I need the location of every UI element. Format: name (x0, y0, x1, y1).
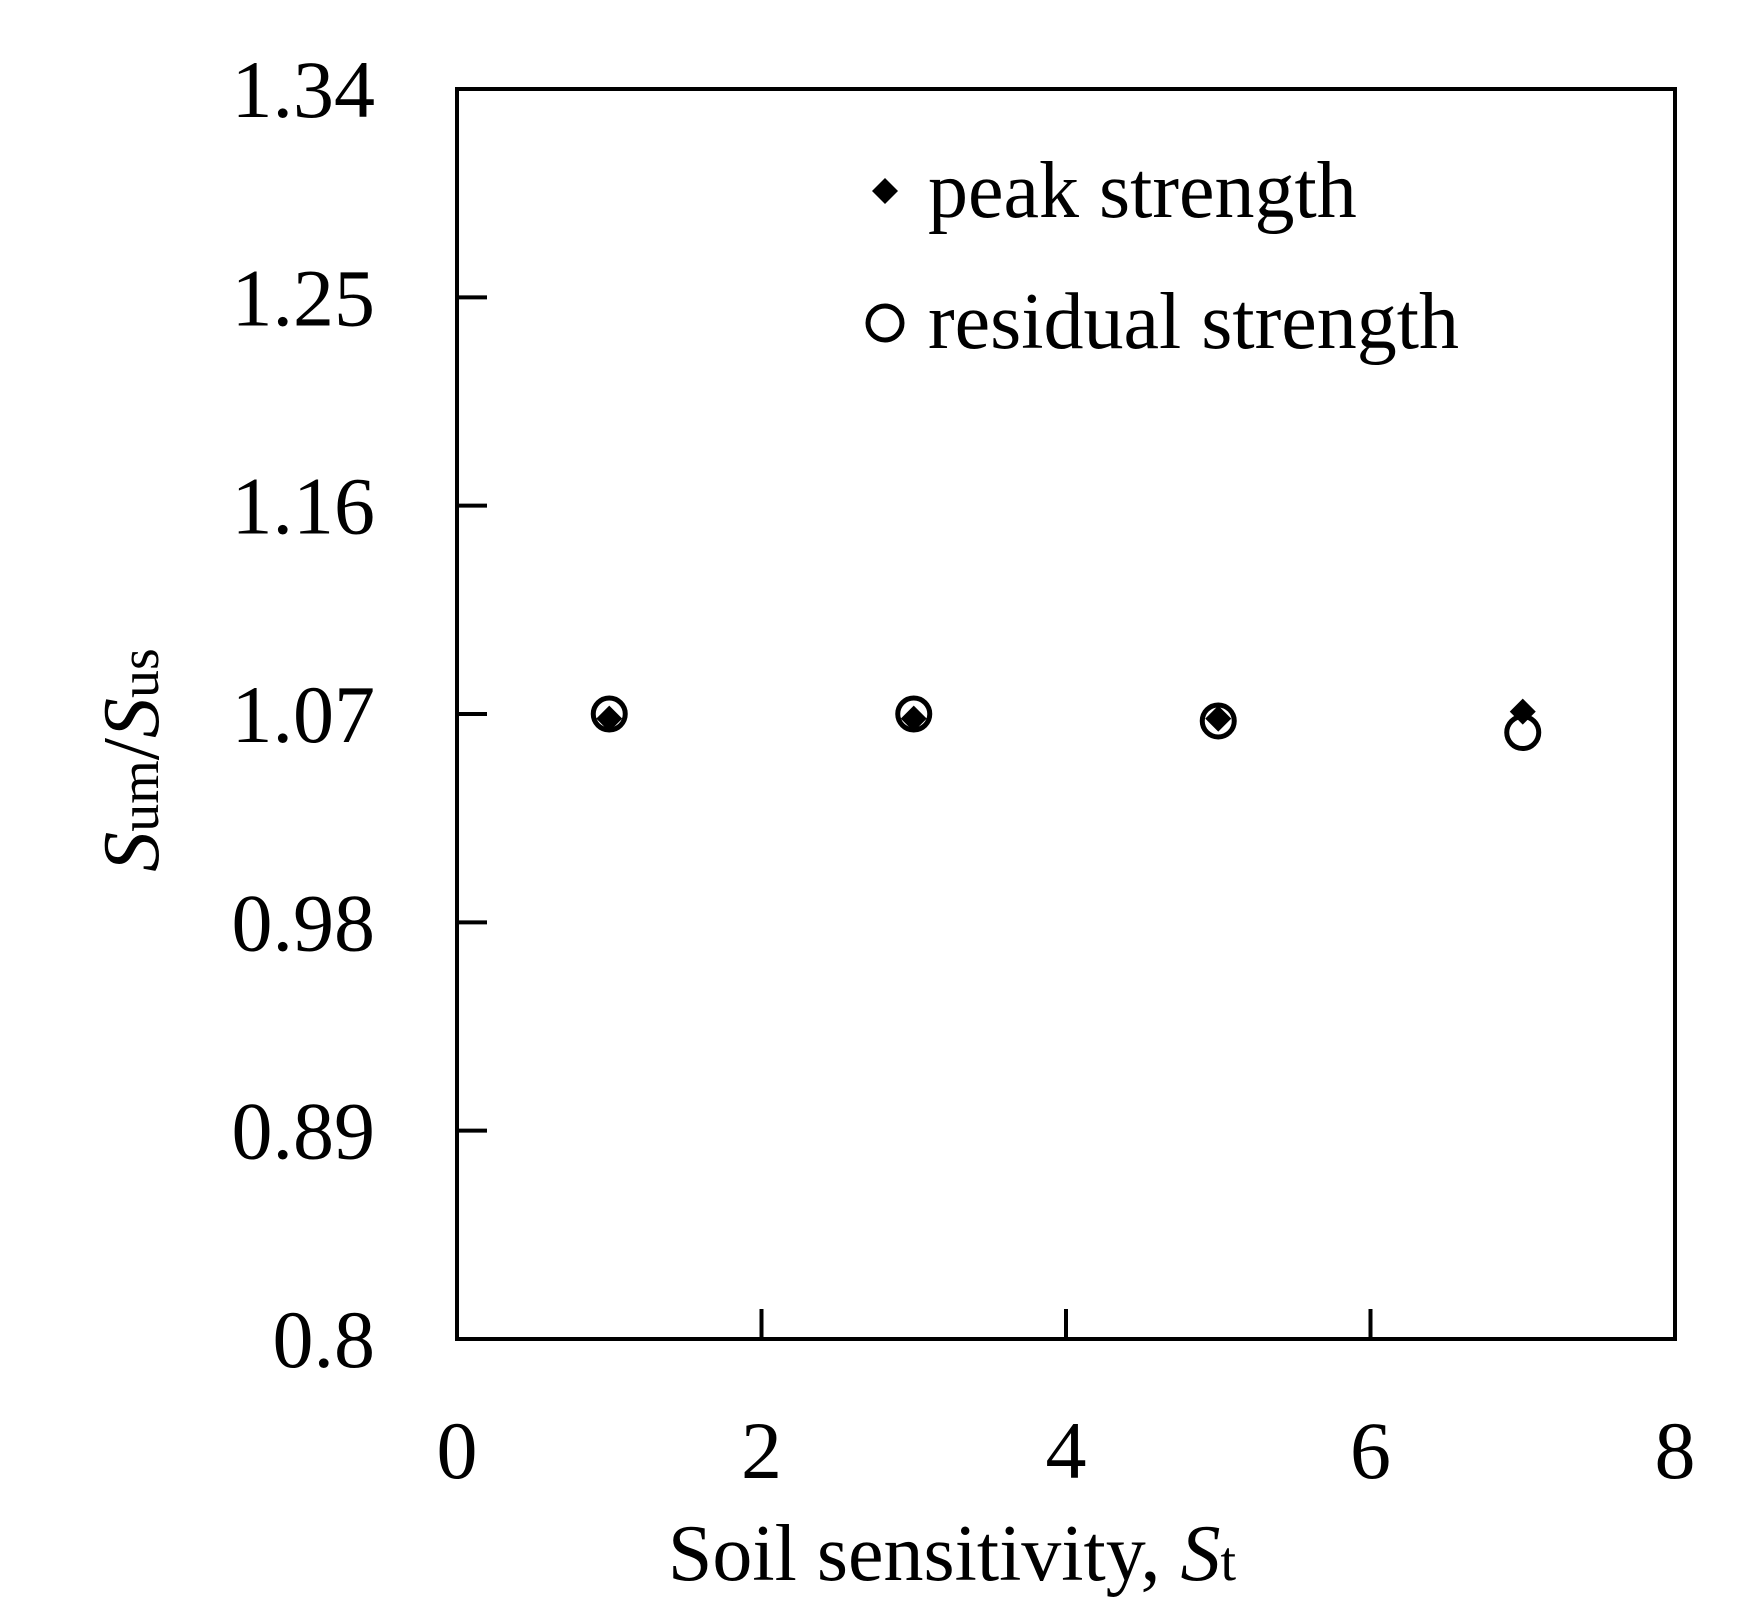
legend-circle-icon (865, 303, 905, 343)
plot-frame (455, 87, 1677, 1341)
legend: peak strength residual strength (865, 147, 1459, 366)
data-points (590, 695, 1542, 752)
x-tick-label: 8 (1655, 1405, 1696, 1496)
y-axis-tick-labels: 0.8 0.89 0.98 1.07 1.16 1.25 1.34 (232, 44, 376, 1385)
y-tick-label: 1.25 (232, 252, 376, 343)
y-tick-label: 0.8 (273, 1294, 376, 1385)
y-axis-label: Sum/Sus (88, 648, 176, 872)
x-axis-label: Soil sensitivity, St (668, 1510, 1237, 1598)
x-axis-ticks (759, 1309, 1373, 1339)
legend-label-peak-strength: peak strength (928, 147, 1357, 235)
x-tick-label: 6 (1350, 1405, 1391, 1496)
y-tick-label: 1.07 (232, 669, 376, 760)
peak-strength-point (596, 705, 623, 732)
y-tick-label: 1.16 (232, 461, 376, 552)
residual-strength-point (895, 695, 933, 733)
peak-strength-point (900, 705, 927, 732)
x-tick-label: 2 (741, 1405, 782, 1496)
residual-strength-point (590, 695, 628, 733)
y-tick-label: 1.34 (232, 44, 376, 135)
y-axis-ticks (457, 295, 487, 1133)
y-tick-label: 0.89 (232, 1086, 376, 1177)
legend-label-residual-strength: residual strength (928, 278, 1459, 366)
residual-strength-point (1504, 714, 1542, 752)
y-tick-label: 0.98 (232, 877, 376, 968)
x-tick-label: 4 (1046, 1405, 1087, 1496)
residual-strength-point (1199, 702, 1237, 740)
x-tick-label: 0 (437, 1405, 478, 1496)
x-axis-tick-labels: 0 2 4 6 8 (437, 1405, 1696, 1496)
legend-diamond-icon (872, 178, 898, 204)
peak-strength-point (1205, 705, 1232, 732)
